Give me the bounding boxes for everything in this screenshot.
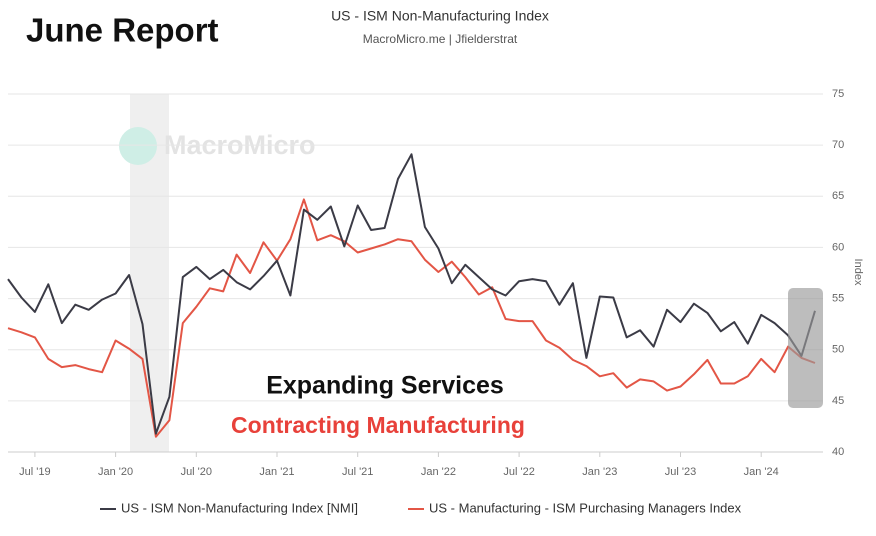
x-tick-label: Jan '22 bbox=[421, 466, 456, 478]
x-tick-label: Jan '21 bbox=[259, 466, 294, 478]
y-tick-label: 65 bbox=[832, 190, 844, 202]
y-tick-label: 60 bbox=[832, 241, 844, 253]
x-tick-label: Jan '24 bbox=[744, 466, 779, 478]
y-axis-label: Index bbox=[852, 259, 864, 286]
y-tick-label: 70 bbox=[832, 139, 844, 151]
y-tick-label: 55 bbox=[832, 292, 844, 304]
x-tick-label: Jul '20 bbox=[181, 466, 212, 478]
y-tick-label: 45 bbox=[832, 395, 844, 407]
series-line bbox=[7, 198, 816, 438]
chart-title: US - ISM Non-Manufacturing Index bbox=[331, 8, 549, 24]
x-tick-label: Jan '23 bbox=[582, 466, 617, 478]
legend-label: US - ISM Non-Manufacturing Index [NMI] bbox=[121, 500, 358, 515]
legend-label: US - Manufacturing - ISM Purchasing Mana… bbox=[429, 500, 742, 515]
x-tick-label: Jul '23 bbox=[665, 466, 696, 478]
x-tick-label: Jul '19 bbox=[19, 466, 50, 478]
x-tick-label: Jan '20 bbox=[98, 466, 133, 478]
watermark-logo bbox=[119, 127, 157, 165]
highlight-box bbox=[788, 288, 823, 408]
annotation: Expanding Services bbox=[266, 372, 504, 400]
x-tick-label: Jul '22 bbox=[503, 466, 534, 478]
annotation: Contracting Manufacturing bbox=[231, 412, 525, 438]
x-tick-label: Jul '21 bbox=[342, 466, 373, 478]
y-tick-label: 50 bbox=[832, 344, 844, 356]
series-line bbox=[7, 153, 816, 435]
plot bbox=[7, 93, 823, 457]
chart-subtitle: MacroMicro.me | Jfielderstrat bbox=[363, 32, 518, 46]
y-tick-label: 40 bbox=[832, 446, 844, 458]
report-label: June Report bbox=[26, 12, 219, 49]
y-tick-label: 75 bbox=[832, 88, 844, 100]
